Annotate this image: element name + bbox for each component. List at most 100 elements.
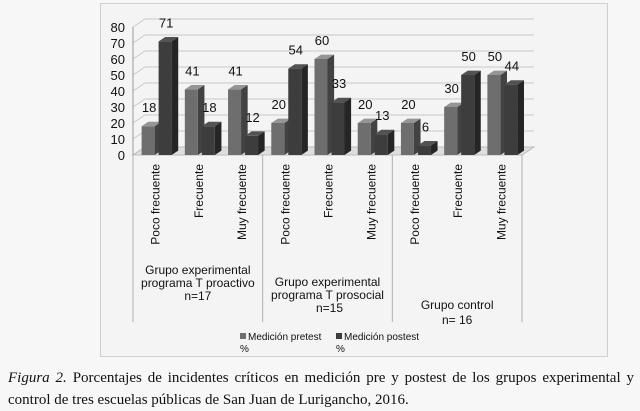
bar-postest — [417, 145, 431, 155]
bar-pretest-top — [228, 85, 248, 90]
data-label: 12 — [245, 110, 259, 125]
gridline-depth — [132, 50, 146, 60]
bar-postest-side — [258, 131, 265, 155]
caption-text: Porcentajes de incidentes críticos en me… — [8, 370, 635, 408]
y-tick-label: 30 — [111, 100, 125, 115]
chart-frame — [100, 3, 608, 357]
gridline-depth — [132, 66, 146, 76]
bar-postest-side — [387, 129, 395, 155]
y-tick-label: 50 — [111, 68, 125, 83]
bar-postest — [461, 75, 475, 155]
y-tick-label: 80 — [111, 20, 125, 35]
bar-postest-top — [201, 121, 222, 127]
bar-pretest-top — [400, 118, 421, 123]
gridline-depth — [132, 34, 146, 44]
data-label: 41 — [185, 63, 199, 78]
bar-postest — [331, 102, 345, 155]
legend-pretest-swatch — [240, 333, 246, 339]
data-label: 20 — [358, 97, 372, 112]
x-tick-label: Frecuente — [192, 164, 206, 218]
data-label: 20 — [272, 97, 286, 112]
bar-postest-side — [517, 80, 524, 155]
gridline-depth — [132, 82, 146, 92]
y-tick-label: 60 — [111, 52, 125, 67]
bar-pretest — [400, 123, 414, 155]
data-label: 30 — [444, 81, 458, 96]
x-tick-label: Frecuente — [322, 164, 336, 218]
x-tick-label: Poco frecuente — [408, 164, 422, 245]
bar-postest-side — [171, 37, 179, 155]
gridline-depth — [132, 114, 146, 124]
x-tick-label: Muy frecuente — [365, 164, 379, 240]
data-label: 33 — [332, 76, 346, 91]
bar-postest — [201, 126, 215, 155]
data-label: 60 — [315, 33, 329, 48]
y-tick-label: 70 — [111, 36, 125, 51]
bar-pretest — [314, 59, 328, 155]
gridline-depth — [132, 18, 146, 28]
y-tick-label: 10 — [111, 132, 125, 147]
caption-label: Figura 2. — [8, 370, 67, 386]
bar-postest — [245, 135, 259, 155]
data-label: 41 — [228, 63, 242, 78]
bar-postest-top — [504, 80, 524, 85]
bar-pretest — [184, 89, 198, 155]
figure-caption: Figura 2. Porcentajes de incidentes crít… — [8, 367, 634, 411]
data-label: 6 — [422, 119, 429, 134]
bar-pretest-top — [141, 121, 162, 127]
bar-postest-top — [245, 131, 265, 136]
group-label: Grupo experimental programa T proactivo n=… — [141, 263, 255, 303]
bar-pretest-top — [271, 118, 291, 123]
x-tick-label: Poco frecuente — [149, 164, 163, 245]
bar-postest-top — [461, 70, 481, 75]
data-label: 50 — [461, 49, 475, 64]
bar-pretest — [357, 123, 371, 155]
bar-postest-top — [288, 64, 308, 69]
bar-pretest-top — [444, 102, 464, 107]
bar-postest-side — [214, 121, 222, 155]
bar-postest-top — [158, 37, 179, 42]
bar-pretest-top — [357, 118, 378, 123]
data-label: 13 — [375, 108, 389, 123]
legend-postest-swatch — [336, 333, 342, 339]
y-tick-label: 0 — [118, 148, 125, 163]
bar-pretest — [271, 123, 285, 155]
bar-pretest — [487, 75, 501, 155]
bar-pretest-top — [314, 54, 335, 59]
y-tick-label: 40 — [111, 84, 125, 99]
x-tick-label: Muy frecuente — [235, 164, 249, 240]
bar-postest — [504, 84, 518, 155]
x-tick-label: Frecuente — [451, 164, 465, 218]
bar-postest — [158, 41, 172, 155]
bar-postest — [374, 134, 388, 155]
bar-postest-side — [301, 64, 308, 155]
bar-postest — [288, 68, 302, 155]
bar-postest-top — [331, 97, 352, 103]
x-tick-label: Poco frecuente — [278, 164, 292, 245]
data-label: 18 — [202, 100, 216, 115]
group-label: Grupo experimental programa T prosocial n=… — [271, 275, 384, 315]
x-tick-label: Muy frecuente — [494, 164, 508, 240]
data-label: 54 — [289, 43, 303, 58]
bar-pretest — [141, 126, 155, 155]
data-label: 20 — [401, 97, 415, 112]
bar-pretest-top — [184, 85, 205, 90]
bar-pretest — [228, 89, 242, 155]
bar-postest-top — [417, 141, 438, 146]
data-label: 18 — [142, 100, 156, 115]
group-label: Grupo control n= 16 — [421, 298, 494, 327]
data-label: 71 — [159, 15, 173, 30]
bar-postest-top — [374, 129, 395, 135]
gridline-depth — [132, 98, 146, 108]
bar-postest-side — [430, 141, 438, 155]
bar-postest-side — [344, 97, 352, 155]
legend-pretest-label: Medición pretest% — [240, 332, 322, 355]
y-tick-label: 20 — [111, 116, 125, 131]
bar-pretest-top — [487, 70, 507, 75]
data-label: 44 — [505, 59, 519, 74]
bar-pretest — [444, 107, 458, 155]
data-label: 50 — [488, 49, 502, 64]
legend-postest-label: Medición postest% — [336, 332, 419, 355]
bar-postest-side — [474, 70, 481, 155]
